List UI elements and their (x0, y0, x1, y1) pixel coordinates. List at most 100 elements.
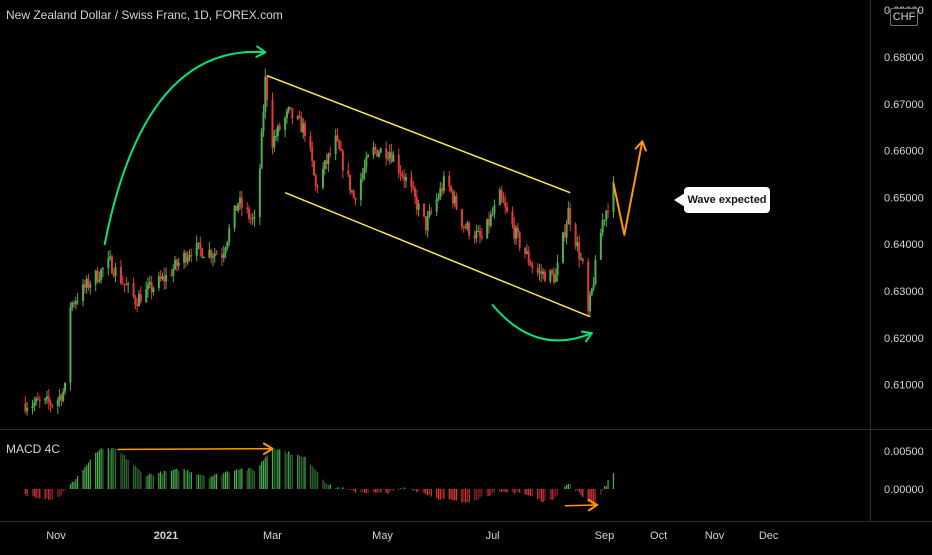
candle (132, 277, 135, 299)
macd-bar (351, 489, 353, 490)
candle (312, 160, 315, 176)
candle (428, 204, 431, 219)
candle (325, 153, 328, 170)
projection-wave[interactable] (612, 141, 644, 236)
macd-bar (398, 488, 400, 490)
candle (76, 293, 79, 306)
candle (71, 301, 74, 311)
candle (152, 286, 155, 296)
candle (137, 290, 140, 307)
candle (87, 273, 90, 291)
candle (338, 139, 341, 151)
macd-bar (587, 489, 589, 503)
candle (186, 251, 189, 265)
macd-bar (324, 482, 326, 489)
macd-bar (62, 489, 64, 492)
divergence-line-1[interactable] (117, 447, 273, 451)
candle (161, 272, 164, 281)
macd-bar (127, 459, 129, 489)
time-tick-label: Jul (486, 530, 500, 542)
macd-bar (490, 489, 492, 496)
candle (289, 107, 292, 110)
candle (448, 171, 451, 192)
macd-bar (302, 457, 304, 489)
divergence-line-2[interactable] (564, 504, 598, 507)
price-tick-label: 0.67000 (884, 99, 924, 111)
candle (552, 267, 555, 285)
macd-bar (578, 489, 580, 493)
macd-bar (392, 489, 394, 491)
candle (475, 224, 478, 243)
candle (284, 116, 287, 138)
macd-bar (277, 449, 279, 489)
macd-bar (46, 489, 48, 499)
candle (262, 104, 265, 137)
candle (26, 401, 29, 416)
green-curved-arrow-2[interactable] (491, 304, 593, 342)
macd-bar (466, 489, 468, 502)
candle (271, 92, 274, 155)
candle (401, 170, 404, 179)
macd-bar (214, 474, 216, 489)
candle (605, 209, 608, 227)
macd-bar (300, 456, 302, 489)
macd-bar (223, 472, 225, 489)
candle (542, 268, 545, 280)
macd-bar (37, 489, 39, 499)
candle (202, 256, 205, 259)
macd-bar (450, 489, 452, 500)
currency-tag[interactable]: CHF (890, 8, 918, 26)
candle (248, 205, 251, 223)
macd-bar (493, 489, 496, 493)
candle (170, 269, 173, 277)
macd-bar (84, 467, 86, 489)
candle (417, 199, 420, 217)
macd-bar (378, 489, 380, 493)
macd-bar (289, 454, 292, 489)
macd-bar (340, 489, 342, 490)
macd-bar (221, 474, 223, 489)
macd-bar (519, 489, 521, 493)
candle (83, 280, 86, 294)
candle (551, 268, 554, 276)
macd-bar (389, 489, 391, 493)
macd-bar (298, 455, 301, 489)
macd-bar (297, 454, 299, 489)
macd-bar (253, 470, 256, 489)
macd-bar (575, 489, 577, 492)
candle (112, 268, 115, 279)
channel-line-1[interactable] (266, 75, 571, 194)
indicator-label[interactable]: MACD 4C (6, 442, 61, 456)
macd-bar (140, 471, 142, 489)
macd-bar (540, 489, 542, 502)
macd-bar (607, 480, 609, 489)
candle (316, 184, 319, 193)
candle (489, 210, 492, 228)
candle (576, 236, 579, 252)
macd-bar (309, 464, 311, 489)
macd-bar (531, 489, 533, 497)
candle (405, 173, 408, 189)
time-tick-label: Sep (595, 530, 615, 542)
macd-bar (152, 475, 155, 489)
macd-bar (120, 452, 122, 489)
time-tick-label: Oct (650, 530, 667, 542)
candle (201, 247, 204, 259)
candle (35, 396, 38, 406)
candle (524, 247, 527, 259)
candle (354, 196, 357, 206)
candle (377, 150, 380, 159)
time-tick-label: Mar (263, 530, 282, 542)
candle (134, 294, 137, 310)
macd-bar (73, 481, 75, 489)
green-curved-arrow-1[interactable] (103, 50, 267, 246)
candle (258, 164, 261, 226)
macd-bar (172, 469, 174, 489)
candle (125, 276, 128, 286)
macd-bar (226, 471, 228, 489)
macd-bar (593, 489, 595, 507)
channel-line-2[interactable] (284, 192, 591, 318)
wave-expected-callout[interactable]: Wave expected (684, 187, 770, 213)
macd-bar (49, 489, 52, 500)
